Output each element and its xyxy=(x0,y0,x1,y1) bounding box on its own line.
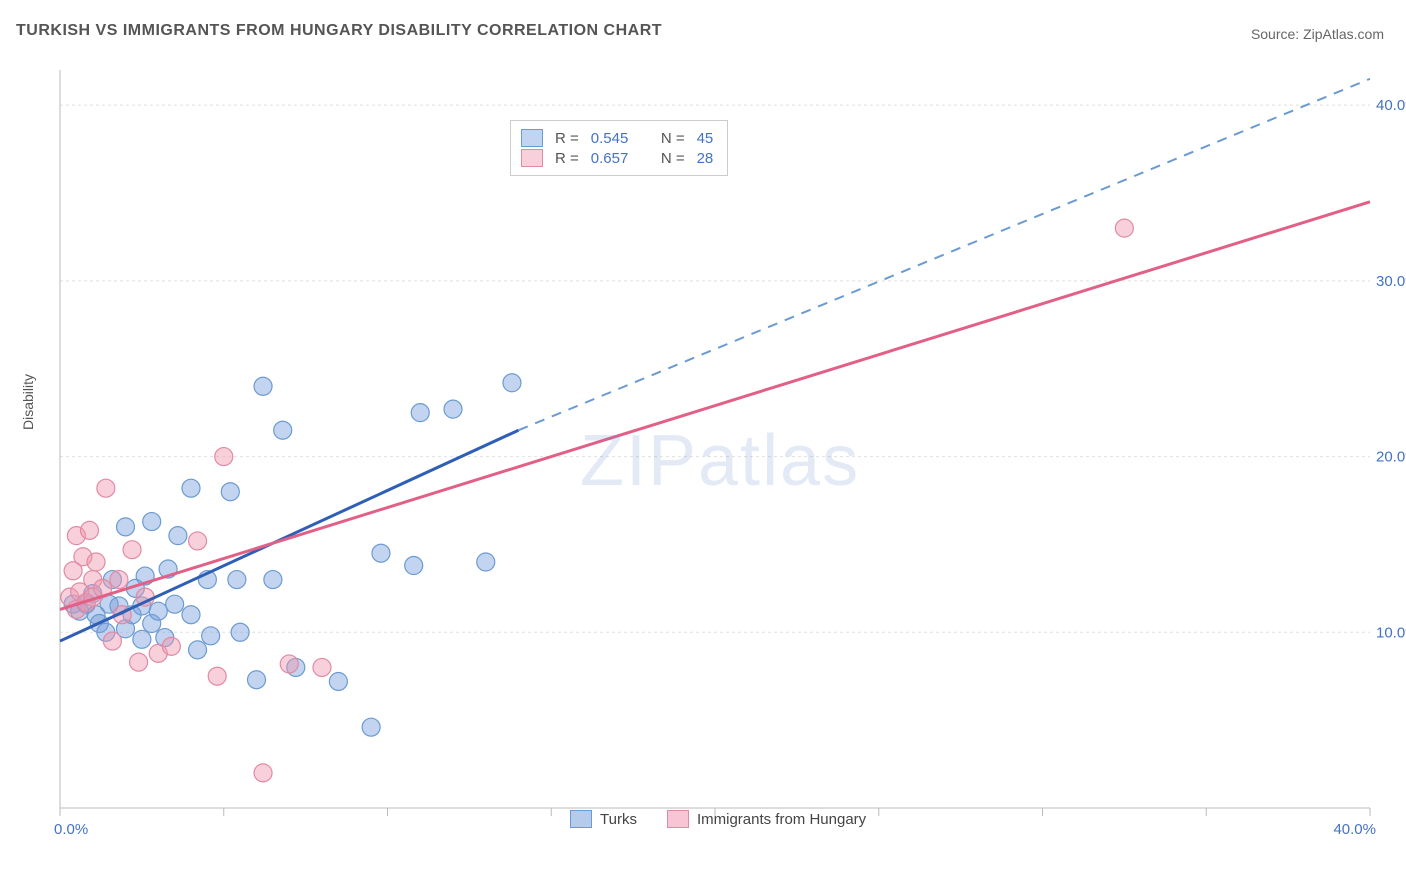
scatter-point xyxy=(411,404,429,422)
scatter-point xyxy=(221,483,239,501)
legend-label: Immigrants from Hungary xyxy=(697,811,866,828)
scatter-point xyxy=(405,557,423,575)
scatter-point xyxy=(280,655,298,673)
scatter-point xyxy=(143,513,161,531)
scatter-point xyxy=(215,448,233,466)
scatter-point xyxy=(503,374,521,392)
legend-label: Turks xyxy=(600,811,637,828)
y-axis-label: Disability xyxy=(20,374,36,430)
legend-swatch xyxy=(521,129,543,147)
scatter-point xyxy=(274,421,292,439)
scatter-point xyxy=(103,632,121,650)
scatter-point xyxy=(372,544,390,562)
source-label: Source: ZipAtlas.com xyxy=(1251,26,1384,42)
legend-item: Immigrants from Hungary xyxy=(667,810,866,828)
scatter-point xyxy=(123,541,141,559)
scatter-point xyxy=(133,630,151,648)
scatter-point xyxy=(87,553,105,571)
svg-text:40.0%: 40.0% xyxy=(1333,821,1376,838)
scatter-point xyxy=(202,627,220,645)
legend-swatch xyxy=(667,810,689,828)
legend-stat-row: R =0.657 N =28 xyxy=(521,149,713,167)
scatter-point xyxy=(362,718,380,736)
scatter-point xyxy=(162,637,180,655)
legend-swatch xyxy=(570,810,592,828)
scatter-point xyxy=(169,527,187,545)
trend-line xyxy=(60,202,1370,610)
legend-series: Turks Immigrants from Hungary xyxy=(570,810,866,828)
legend-swatch xyxy=(521,149,543,167)
svg-text:40.0%: 40.0% xyxy=(1376,97,1406,114)
scatter-point xyxy=(182,606,200,624)
scatter-point xyxy=(1115,219,1133,237)
scatter-point xyxy=(130,653,148,671)
scatter-point xyxy=(117,518,135,536)
scatter-point xyxy=(149,602,167,620)
scatter-point xyxy=(231,623,249,641)
scatter-point xyxy=(182,479,200,497)
scatter-point xyxy=(248,671,266,689)
chart-title: TURKISH VS IMMIGRANTS FROM HUNGARY DISAB… xyxy=(16,22,662,40)
svg-text:10.0%: 10.0% xyxy=(1376,624,1406,641)
legend-item: Turks xyxy=(570,810,637,828)
scatter-point xyxy=(228,571,246,589)
scatter-point xyxy=(166,595,184,613)
svg-text:30.0%: 30.0% xyxy=(1376,273,1406,290)
scatter-point xyxy=(254,377,272,395)
scatter-point xyxy=(264,571,282,589)
scatter-point xyxy=(444,400,462,418)
legend-stats: R =0.545 N =45 R =0.657 N =28 xyxy=(510,120,728,176)
chart-area: Disability 10.0%20.0%30.0%40.0%0.0%40.0%… xyxy=(50,60,1386,840)
scatter-point xyxy=(97,479,115,497)
scatter-point xyxy=(189,532,207,550)
scatter-point xyxy=(329,672,347,690)
scatter-point xyxy=(208,667,226,685)
chart-svg: 10.0%20.0%30.0%40.0%0.0%40.0% xyxy=(50,60,1386,840)
svg-text:0.0%: 0.0% xyxy=(54,821,88,838)
scatter-point xyxy=(477,553,495,571)
scatter-point xyxy=(80,521,98,539)
scatter-point xyxy=(254,764,272,782)
scatter-point xyxy=(313,658,331,676)
scatter-point xyxy=(110,571,128,589)
scatter-point xyxy=(189,641,207,659)
legend-stat-row: R =0.545 N =45 xyxy=(521,129,713,147)
svg-text:20.0%: 20.0% xyxy=(1376,449,1406,466)
